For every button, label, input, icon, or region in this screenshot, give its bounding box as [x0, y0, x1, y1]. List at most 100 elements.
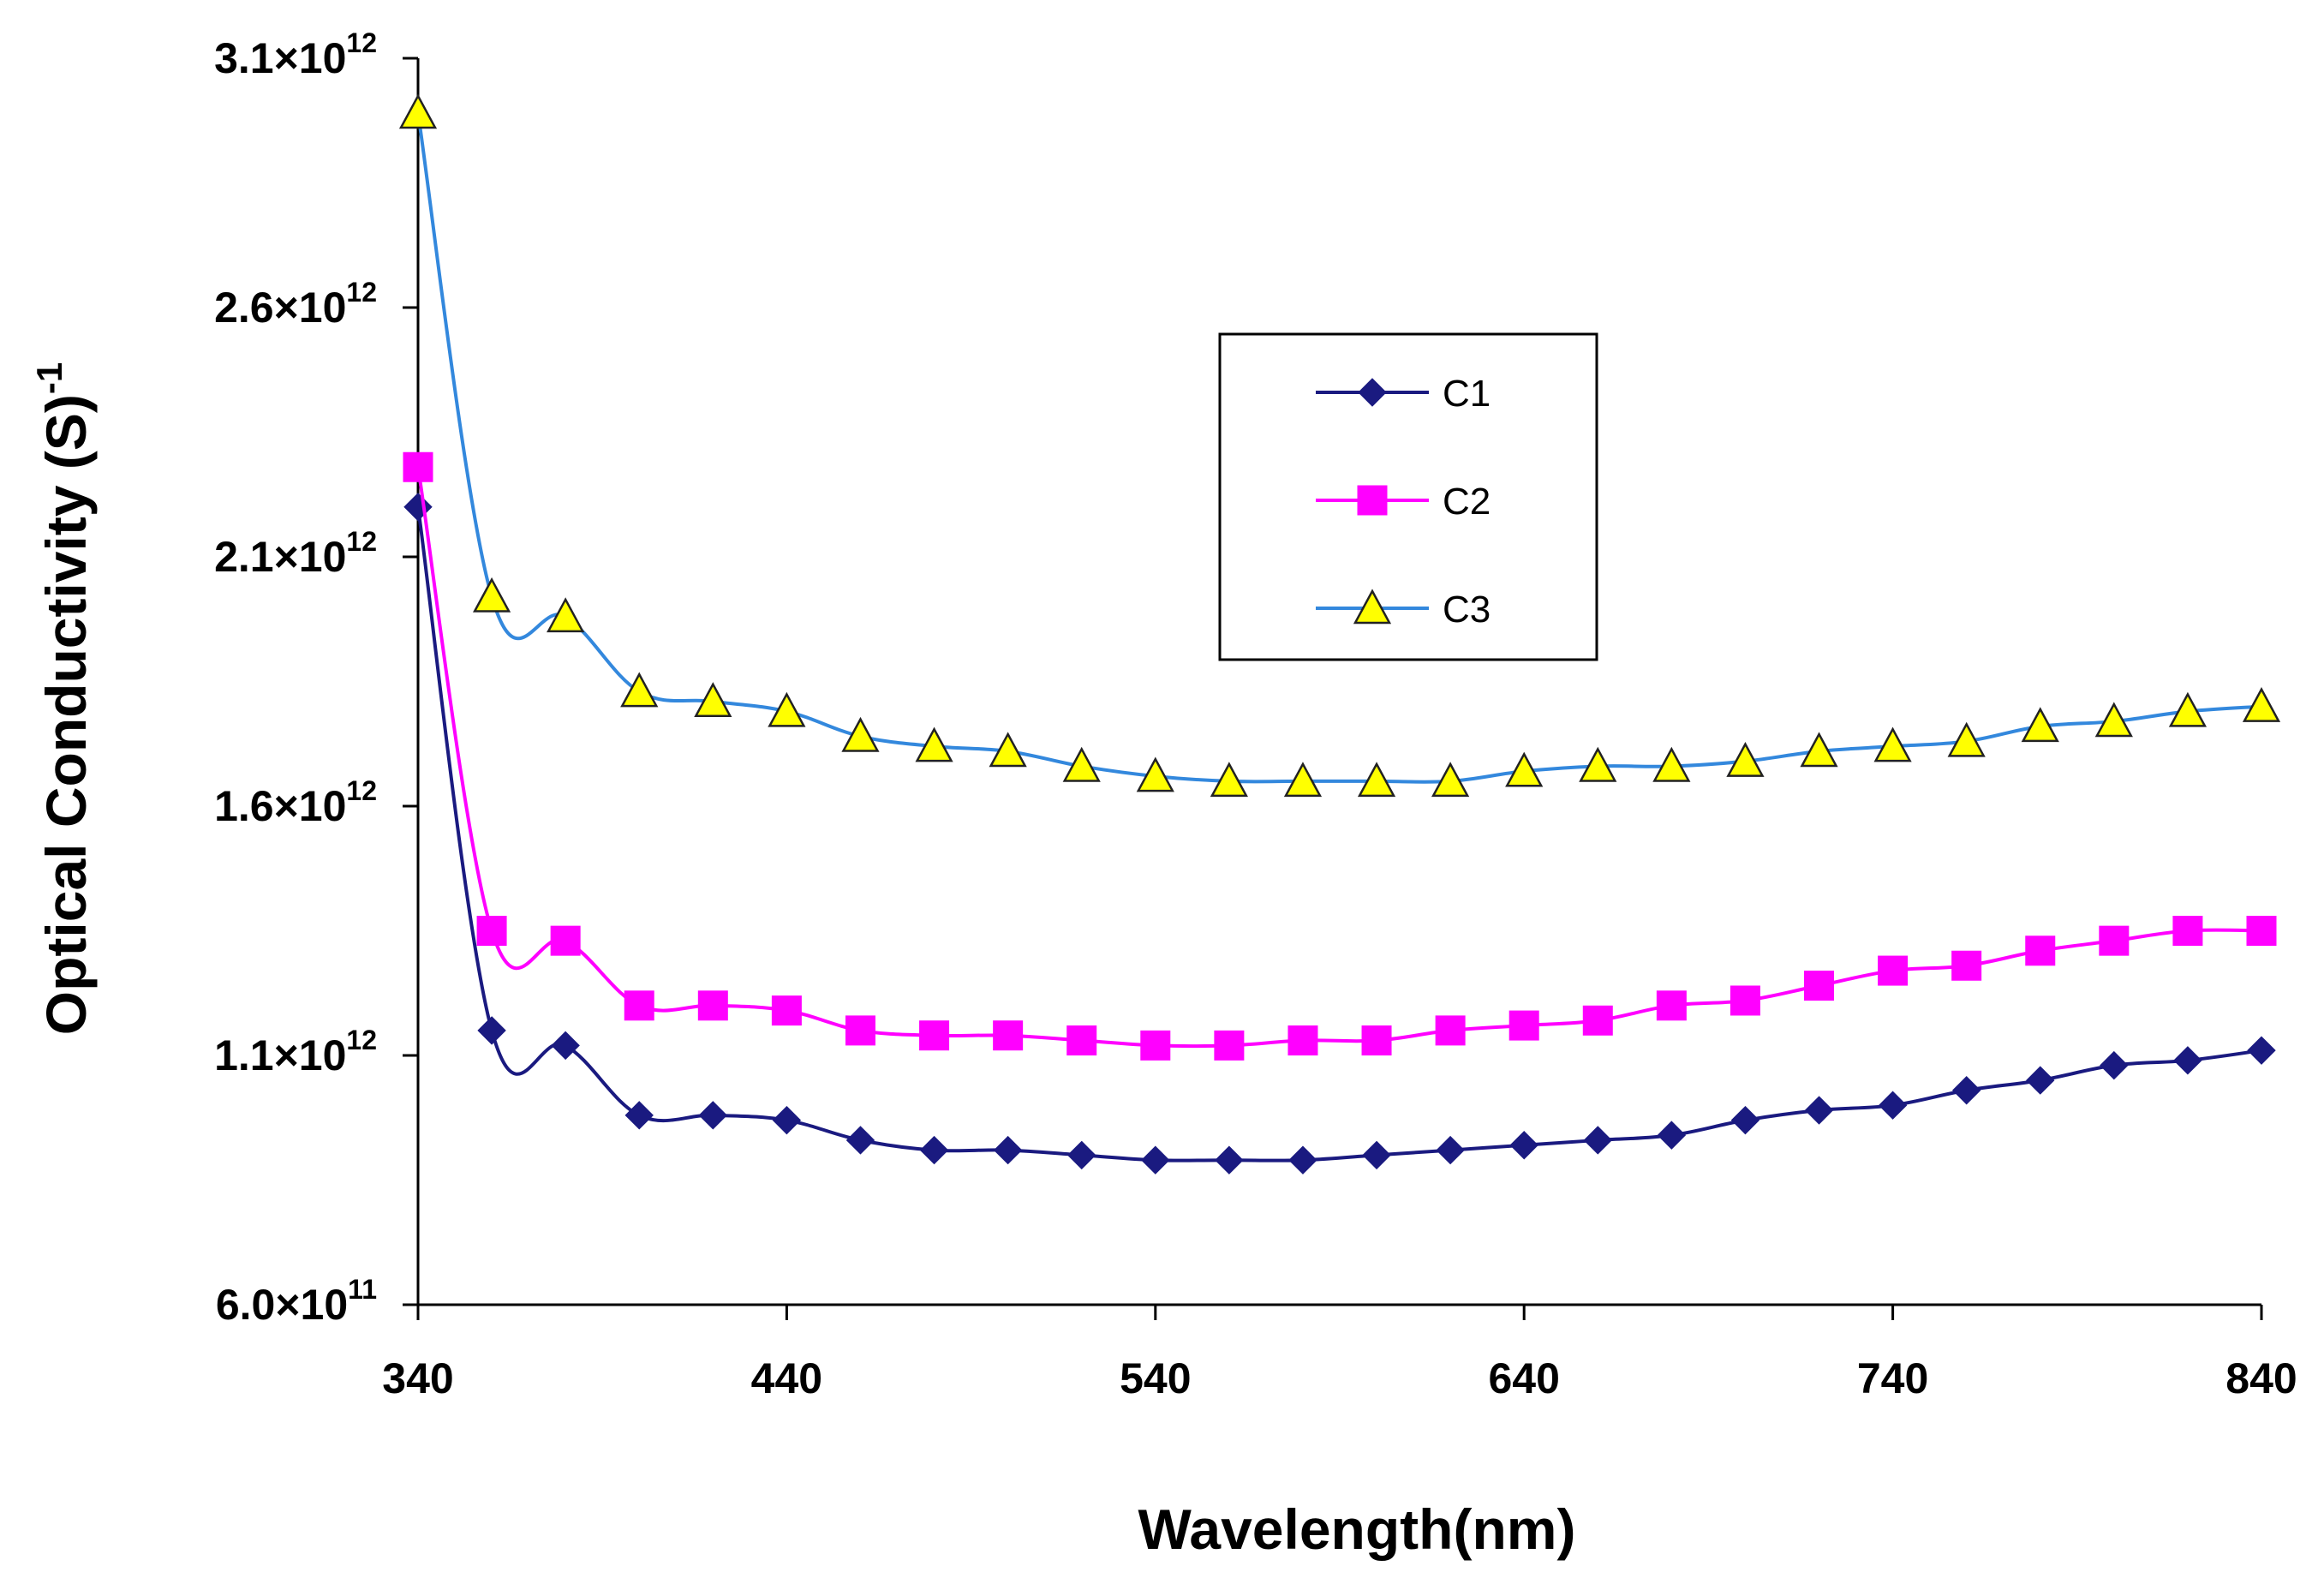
data-point-triangle	[1873, 726, 1912, 762]
axes-layer: 6.0×10111.1×10121.6×10122.1×10122.6×1012…	[214, 27, 2297, 1402]
series-line-c2	[416, 466, 2262, 1049]
data-point-triangle	[2094, 702, 2133, 738]
data-point-triangle	[1431, 762, 1470, 798]
y-tick-mantissa: 6.0×10	[216, 1281, 348, 1329]
y-tick-mantissa: 1.1×10	[214, 1031, 346, 1079]
data-point-diamond	[1804, 1096, 1834, 1125]
data-point-triangle	[989, 732, 1027, 768]
data-point-square	[919, 1020, 950, 1051]
data-point-diamond	[1288, 1145, 1317, 1175]
y-tick-exponent: 12	[346, 27, 377, 58]
data-point-triangle	[1800, 732, 1838, 768]
data-point-diamond	[624, 1101, 654, 1130]
data-point-square	[476, 916, 507, 946]
data-point-diamond	[1436, 1135, 1465, 1165]
x-tick-label: 340	[382, 1354, 453, 1402]
x-tick-label: 440	[751, 1354, 822, 1402]
data-point-diamond	[2247, 1036, 2276, 1065]
data-point-square	[771, 995, 802, 1026]
data-point-diamond	[1141, 1145, 1170, 1175]
data-point-triangle	[1283, 762, 1323, 798]
y-tick-label: 2.6×1012	[214, 277, 377, 332]
y-tick-mantissa: 2.1×10	[214, 533, 346, 581]
data-point-triangle	[768, 691, 806, 727]
data-point-diamond	[993, 1135, 1023, 1165]
data-point-triangle	[1136, 756, 1174, 792]
data-point-square	[697, 990, 728, 1021]
axis-titles: Wavelength(nm) Optical Conductivity (S)-…	[29, 362, 1575, 1561]
data-point-triangle	[1652, 746, 1691, 782]
data-point-triangle	[1505, 751, 1544, 787]
data-point-diamond	[845, 1126, 875, 1155]
data-point-square	[550, 925, 581, 956]
data-point-square	[1287, 1025, 1318, 1056]
legend-box	[1218, 332, 1598, 661]
data-point-square	[1066, 1025, 1097, 1056]
y-tick-label: 3.1×1012	[214, 27, 377, 82]
data-point-diamond	[1362, 1140, 1391, 1170]
x-tick-label: 540	[1120, 1354, 1191, 1402]
data-point-diamond	[1067, 1140, 1096, 1170]
y-tick-exponent: 12	[346, 277, 377, 308]
legend-item-c2: C2	[1316, 481, 1491, 523]
series-c1	[403, 493, 2276, 1175]
data-point-diamond	[919, 1135, 949, 1165]
data-point-triangle	[841, 716, 880, 752]
data-point-diamond	[551, 1031, 580, 1061]
legend: C1 C2 C3	[1218, 332, 1598, 661]
data-point-square	[1582, 1005, 1613, 1036]
x-tick-label: 840	[2225, 1354, 2297, 1402]
y-tick-mantissa: 2.6×10	[214, 284, 346, 332]
data-point-square	[1435, 1015, 1466, 1046]
y-tick-label: 2.1×1012	[214, 526, 377, 581]
data-point-diamond	[403, 493, 433, 522]
y-tick-label: 6.0×1011	[216, 1274, 377, 1329]
y-axis-title: Optical Conductivity (S)-1	[29, 362, 98, 1035]
legend-item-c3: C3	[1316, 589, 1491, 631]
y-tick-mantissa: 3.1×10	[214, 34, 346, 82]
y-axis-title-main: Optical Conductivity (S)	[34, 394, 98, 1035]
data-point-triangle	[915, 726, 953, 762]
data-point-square	[1509, 1010, 1539, 1041]
data-point-square	[1140, 1030, 1171, 1061]
data-point-square	[624, 990, 654, 1021]
data-point-square	[403, 451, 433, 482]
series-c2	[403, 451, 2277, 1061]
data-point-diamond	[477, 1016, 506, 1045]
data-point-diamond	[1358, 378, 1387, 407]
y-tick-mantissa: 1.6×10	[214, 782, 346, 830]
data-point-triangle	[620, 672, 659, 708]
data-point-diamond	[2026, 1066, 2055, 1095]
data-point-triangle	[1062, 746, 1101, 782]
data-point-diamond	[772, 1105, 802, 1135]
x-axis-title: Wavelength(nm)	[1138, 1497, 1576, 1561]
data-point-triangle	[2168, 691, 2208, 727]
y-tick-exponent: 11	[348, 1274, 377, 1305]
data-point-diamond	[1657, 1121, 1687, 1150]
data-point-triangle	[398, 93, 438, 129]
data-point-triangle	[2242, 686, 2281, 722]
data-point-diamond	[2100, 1050, 2129, 1080]
y-tick-exponent: 12	[346, 775, 377, 806]
legend-label: C1	[1443, 373, 1491, 415]
data-point-triangle	[694, 682, 732, 718]
data-point-square	[1214, 1030, 1245, 1061]
data-point-square	[2025, 935, 2056, 966]
data-point-triangle	[1357, 762, 1396, 798]
data-point-square	[2246, 916, 2277, 946]
data-point-square	[1357, 485, 1388, 516]
series-layer	[398, 93, 2281, 1175]
data-point-square	[993, 1020, 1024, 1051]
data-point-triangle	[1579, 746, 1617, 782]
data-point-square	[1730, 985, 1760, 1016]
series-line-c3	[416, 112, 2262, 784]
data-point-triangle	[547, 597, 585, 633]
data-point-diamond	[1215, 1145, 1244, 1175]
legend-label: C2	[1443, 481, 1491, 523]
data-point-diamond	[1878, 1091, 1908, 1120]
legend-label: C3	[1443, 589, 1491, 631]
data-point-triangle	[1210, 762, 1248, 798]
series-c3	[398, 93, 2281, 798]
